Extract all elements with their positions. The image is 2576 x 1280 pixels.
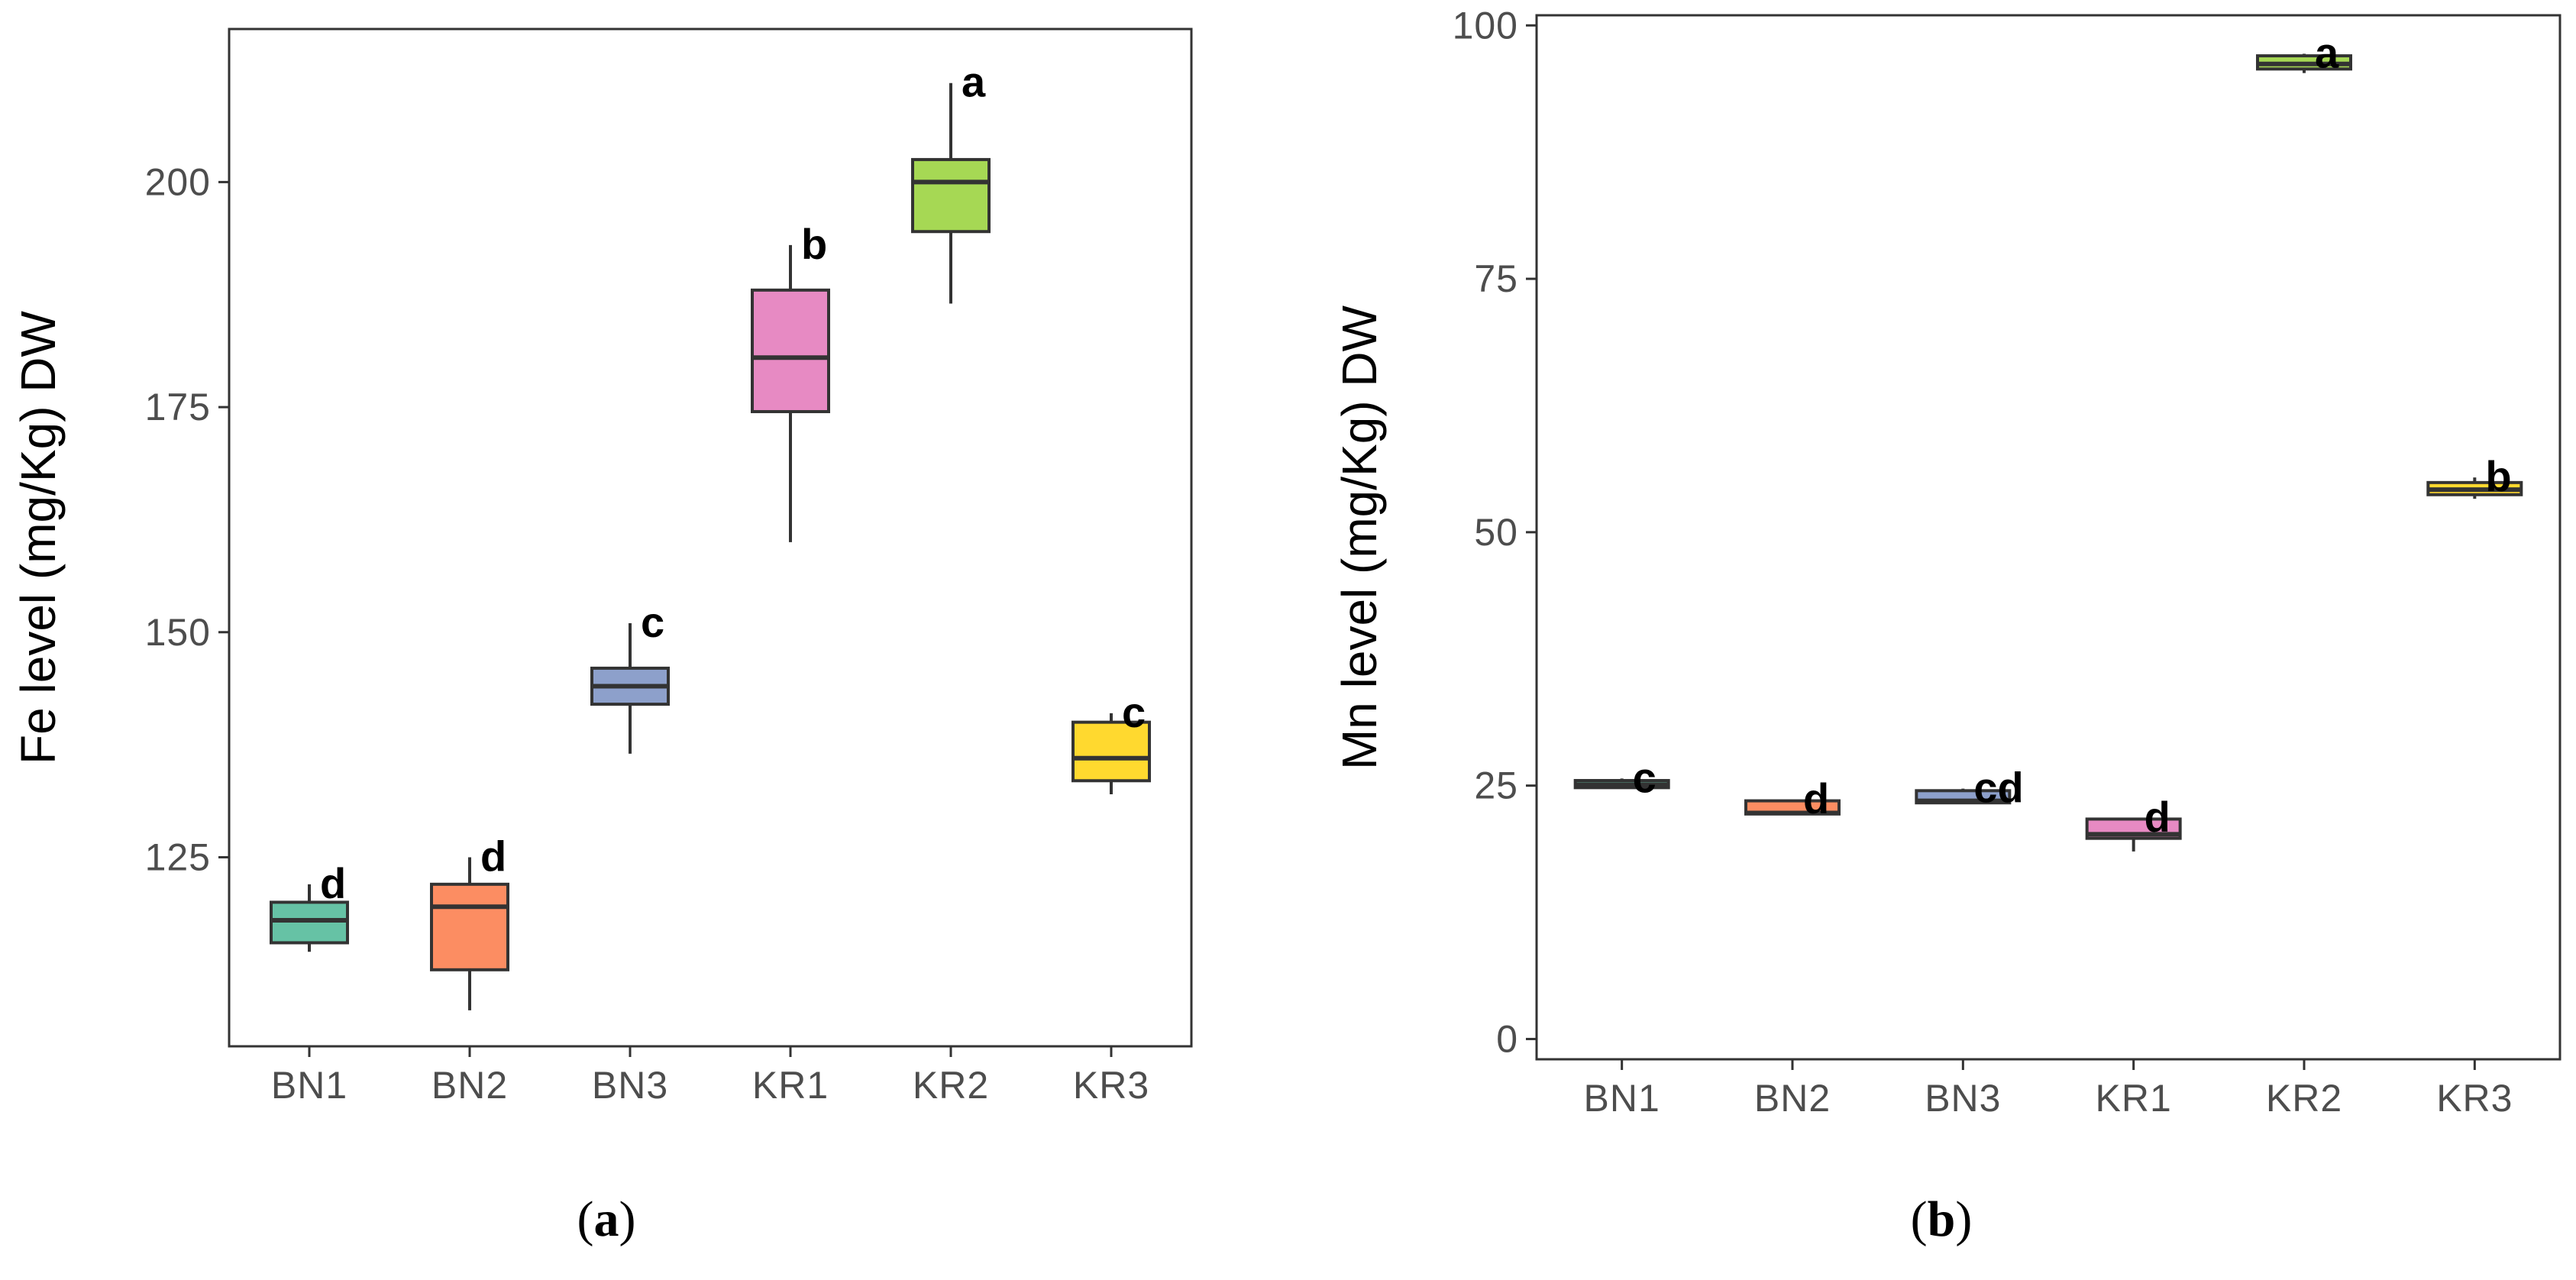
sig-letter-b-kr3: b (2485, 452, 2511, 500)
y-axis-title-b: Mn level (mg/Kg) DW (1332, 305, 1387, 770)
x-tick-label-a-kr1: KR1 (752, 1064, 829, 1107)
caption-b: (b) (1911, 1191, 1973, 1247)
panel-a: 125 150 175 200 Fe level (mg/Kg) DW BN1 d BN2 d B… (11, 27, 1193, 1107)
x-tick-label-b-bn2: BN2 (1754, 1077, 1831, 1120)
x-tick-label-b-bn1: BN1 (1584, 1077, 1660, 1120)
box-a-kr3 (1071, 720, 1151, 783)
y-tick-label-b-50: 50 (1474, 511, 1518, 554)
y-tick-label-a-125: 125 (145, 836, 211, 878)
y-tick-label-a-200: 200 (145, 160, 211, 203)
box-a-bn2 (430, 882, 509, 971)
box-a-kr2 (911, 157, 991, 234)
x-tick-label-b-kr1: KR1 (2096, 1077, 2172, 1120)
sig-letter-a-bn1: d (320, 859, 346, 907)
panel-b: 0 25 50 75 100 Mn level (mg/Kg) DW BN1 c BN2 d BN3… (1332, 4, 2561, 1120)
y-tick-label-a-175: 175 (145, 386, 211, 428)
y-axis-title-a: Fe level (mg/Kg) DW (11, 310, 66, 764)
sig-letter-a-bn3: c (641, 598, 664, 646)
sig-letter-a-bn2: d (480, 832, 506, 880)
x-tick-label-a-kr2: KR2 (913, 1064, 989, 1107)
x-tick-label-b-bn3: BN3 (1925, 1077, 2001, 1120)
sig-letter-b-bn3: cd (1973, 764, 2023, 812)
sig-letter-a-kr3: c (1122, 688, 1146, 736)
box-a-kr1 (751, 288, 830, 413)
x-tick-label-a-bn1: BN1 (271, 1064, 347, 1107)
y-tick-label-b-75: 75 (1474, 257, 1518, 300)
sig-letter-b-bn1: c (1633, 753, 1656, 801)
plot-frame-b (1535, 14, 2561, 1061)
y-tick-label-b-100: 100 (1453, 4, 1518, 47)
sig-letter-a-kr2: a (962, 58, 986, 106)
x-tick-label-b-kr2: KR2 (2266, 1077, 2342, 1120)
sig-letter-a-kr1: b (801, 220, 827, 268)
sig-letter-b-kr2: a (2315, 28, 2339, 76)
x-tick-label-a-kr3: KR3 (1073, 1064, 1149, 1107)
plot-frame-a (228, 27, 1193, 1048)
y-tick-label-b-0: 0 (1496, 1017, 1518, 1060)
sig-letter-b-bn2: d (1803, 774, 1829, 823)
x-tick-label-a-bn3: BN3 (592, 1064, 668, 1107)
y-tick-label-b-25: 25 (1474, 764, 1518, 807)
sig-letter-b-kr1: d (2145, 793, 2170, 841)
y-tick-label-a-150: 150 (145, 611, 211, 654)
x-tick-label-b-kr3: KR3 (2436, 1077, 2513, 1120)
x-tick-label-a-bn2: BN2 (431, 1064, 508, 1107)
caption-a: (a) (577, 1191, 636, 1247)
